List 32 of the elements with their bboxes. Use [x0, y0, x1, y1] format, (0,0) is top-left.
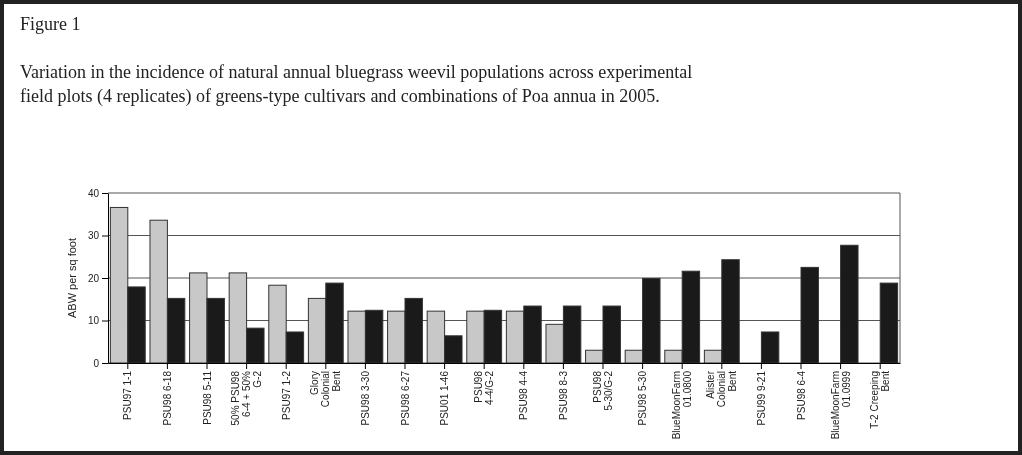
y-axis-title: ABW per sq foot: [66, 237, 78, 319]
chart-subtitle: Variation in the incidence of natural annual bluegrass weevil populations across experimental field plots (4 replicates) of greens-type cultivars and combinations of Poa annua in 2005.: [20, 62, 693, 107]
x-tick-label: Alister Colonial Bent: [705, 370, 739, 408]
x-tick-label: BlueMoonFarm 01.0800: [671, 370, 694, 440]
x-tick-label: PSU01 1-46: [439, 370, 451, 426]
x-tick-label: BlueMoonFarm 01.0999: [829, 370, 852, 440]
x-tick-label: PSU98 6-18: [161, 370, 173, 426]
x-tick-label: PSU98 3-30: [359, 370, 371, 426]
bar: [879, 282, 899, 364]
x-tick-label: T-2 Creeping Bent: [869, 370, 892, 429]
x-tick-label: Glory Colonial Bent: [309, 370, 343, 408]
bar: [840, 244, 859, 364]
x-tick-label: PSU98 4-4/G-2: [473, 370, 496, 405]
y-tick-label: 10: [87, 315, 100, 327]
x-tick-label: 50% PSU98 6-4 + 50% G-2: [230, 370, 264, 426]
x-tick-label: PSU98 5-30: [637, 370, 649, 426]
x-tick-label: PSU99 9-21: [755, 370, 767, 426]
x-tick-label: PSU98 6-4: [795, 370, 807, 420]
x-tick-label: PSU98 6-27: [399, 370, 411, 426]
x-tick-label: PSU98 5-30/G-2: [592, 370, 614, 411]
bar: [800, 266, 819, 364]
x-tick-label: PSU97 1-1: [122, 370, 134, 420]
x-tick-label: PSU98 5-11: [201, 370, 213, 425]
x-tick-label: PSU98 4-4: [518, 370, 530, 420]
y-tick-label: 20: [87, 272, 100, 284]
bar: [760, 331, 780, 364]
x-tick-label: PSU98 8-3: [557, 370, 569, 420]
x-tick-label: PSU97 1-2: [280, 370, 292, 420]
y-tick-label: 30: [87, 230, 100, 242]
y-tick-label: 0: [93, 357, 100, 369]
chart-title: Figure 1: [20, 14, 81, 34]
y-tick-label: 40: [87, 187, 100, 199]
